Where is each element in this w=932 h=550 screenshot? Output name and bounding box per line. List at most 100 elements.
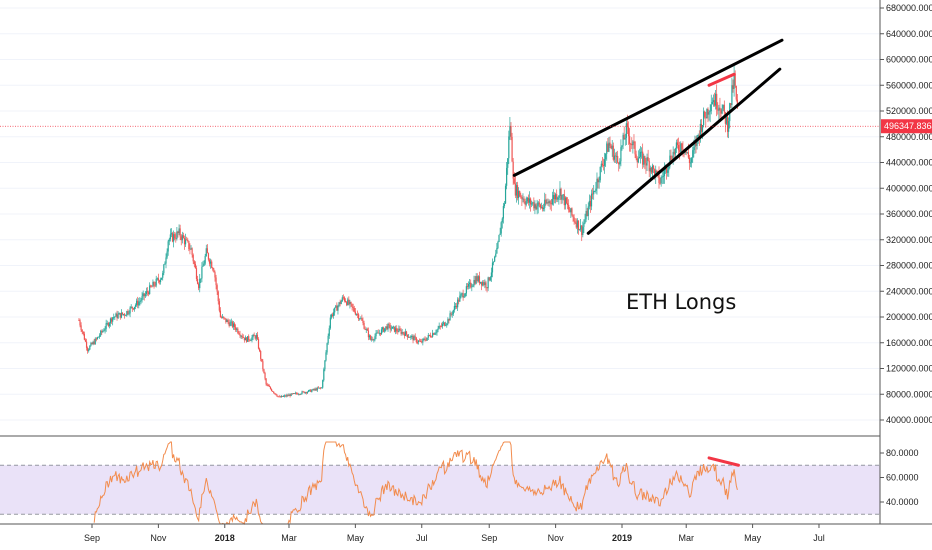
candle [260,350,262,362]
candle [611,140,613,157]
candle [368,334,371,340]
candle [328,325,330,339]
candle [600,160,602,173]
candle [523,196,525,204]
candle [403,331,405,339]
candle [376,330,378,334]
candle [454,303,457,310]
candle [385,326,387,332]
candle [343,296,346,303]
price-tick-label: 160000.0000 [886,338,932,348]
candle [141,292,143,303]
candle [708,109,710,121]
candle [321,387,323,389]
candle [292,393,294,395]
candle [482,280,484,287]
wedge-trendline[interactable] [512,38,784,177]
candle [507,158,509,175]
candle [644,155,646,170]
candle [261,358,263,363]
candle [95,337,97,342]
candle [535,203,537,211]
candle [206,244,208,254]
candle [187,237,189,243]
price-tick-label: 400000.0000 [886,183,932,193]
candle [455,302,458,309]
candle [659,177,661,185]
candle [396,325,398,334]
candle [309,389,311,392]
price-tick-label: 280000.0000 [886,261,932,271]
candle [171,231,174,243]
candle [668,166,670,177]
candle [392,325,395,330]
candle [221,314,224,319]
candle [310,389,312,393]
time-tick-label: Sep [84,533,100,543]
wedge-trendline[interactable] [586,67,782,235]
candle [224,317,226,320]
candle [723,100,725,117]
candle [640,147,643,159]
candle [227,318,229,325]
candle [139,297,141,306]
time-tick-label: Nov [150,533,167,543]
candle [492,261,495,266]
candle [231,320,233,329]
candle [447,317,449,326]
candle [720,108,722,118]
candle [311,389,313,393]
candle [487,276,489,291]
candle [194,261,196,269]
candle [663,162,666,184]
candle [629,128,631,152]
candle [105,319,107,332]
price-tick-label: 40000.0000 [886,415,932,425]
candle [459,291,461,302]
candle [377,329,379,334]
candle [477,275,479,283]
candle [570,208,572,218]
candle [250,338,252,341]
candle [421,338,423,344]
candle [584,213,586,225]
candle [677,137,680,157]
candle [375,329,377,340]
candle [193,260,195,268]
candle [84,338,87,343]
divergence-line-rsi[interactable] [707,456,740,467]
candle [433,332,435,336]
candle [170,228,173,238]
candle [709,104,711,123]
current-price-tag: 496347.8364 [881,119,932,134]
candle [547,198,549,206]
candle [412,334,414,344]
candle [426,337,428,341]
candle [295,392,298,395]
price-tick-label: 360000.0000 [886,209,932,219]
candle [147,290,150,297]
price-tick-label: 240000.0000 [886,286,932,296]
candle [102,329,104,333]
candle [500,221,502,237]
candle [344,298,347,303]
trendlines [512,38,784,235]
candle [159,277,162,285]
candle [417,340,420,345]
candle [485,280,487,291]
candle [329,314,331,330]
candle [383,326,385,333]
divergence-line-price[interactable] [707,72,736,87]
candle [589,195,592,213]
candle [324,360,326,372]
candle [362,317,364,326]
candle [556,189,558,203]
candle [317,386,319,389]
candle [293,392,296,394]
candle [467,281,470,290]
candle [577,220,580,235]
candle [88,348,90,353]
candle [87,346,89,354]
candle [127,309,129,316]
price-tick-label: 200000.0000 [886,312,932,322]
